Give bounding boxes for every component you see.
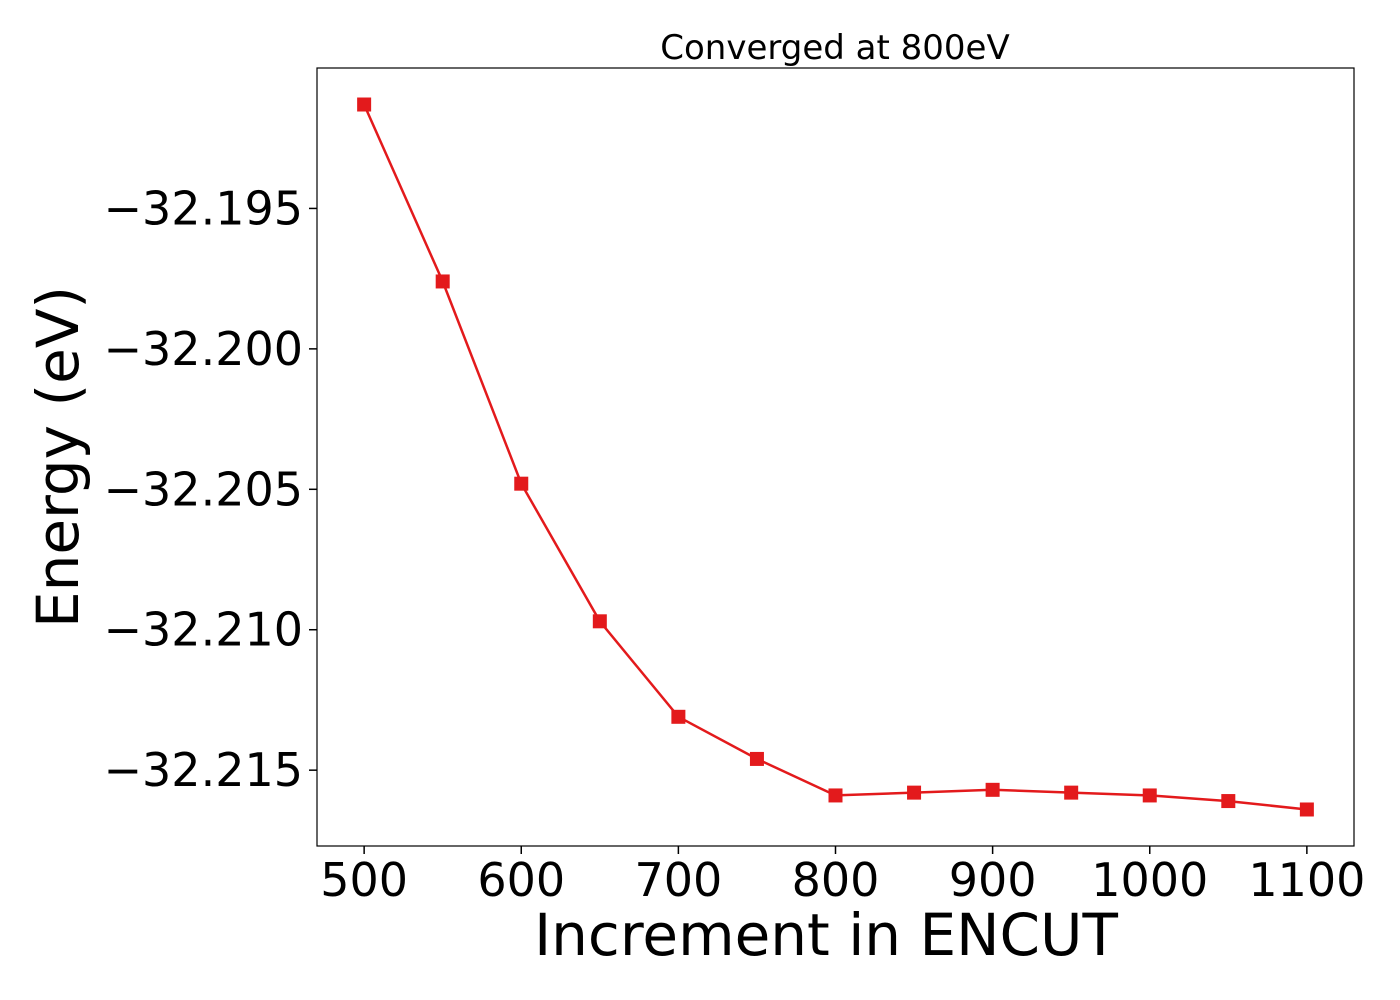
x-tick-label: 800 bbox=[792, 853, 880, 907]
chart-title: Converged at 800eV bbox=[660, 28, 1009, 68]
data-point-marker bbox=[1064, 785, 1079, 800]
data-point-marker bbox=[985, 782, 1000, 797]
series-line bbox=[362, 103, 1308, 811]
data-point-marker bbox=[671, 709, 686, 724]
x-tick-label: 1000 bbox=[1091, 853, 1208, 907]
data-point-marker bbox=[514, 476, 529, 491]
data-point-marker bbox=[828, 788, 843, 803]
y-tick-label: −32.195 bbox=[104, 181, 304, 235]
data-point-marker bbox=[1299, 802, 1314, 817]
x-tick-label: 500 bbox=[320, 853, 408, 907]
y-axis-label: Energy (eV) bbox=[24, 286, 92, 628]
x-tick-label: 700 bbox=[634, 853, 722, 907]
y-tick-label: −32.200 bbox=[104, 322, 304, 376]
x-tick-label: 600 bbox=[477, 853, 565, 907]
series-markers bbox=[357, 97, 1314, 817]
data-point-marker bbox=[435, 274, 450, 289]
y-tick-label: −32.215 bbox=[104, 743, 304, 797]
data-point-marker bbox=[1142, 788, 1157, 803]
data-point-marker bbox=[1221, 794, 1236, 809]
y-tick-label: −32.210 bbox=[104, 603, 304, 657]
data-point-marker bbox=[749, 751, 764, 766]
data-point-marker bbox=[907, 785, 922, 800]
y-tick-label: −32.205 bbox=[104, 462, 304, 516]
plot-area bbox=[316, 67, 1355, 847]
x-axis-label: Increment in ENCUT bbox=[534, 901, 1118, 969]
data-point-marker bbox=[592, 614, 607, 629]
data-point-marker bbox=[357, 97, 372, 112]
x-tick-label: 1100 bbox=[1248, 853, 1365, 907]
x-tick-label: 900 bbox=[949, 853, 1037, 907]
y-axis: −32.195 −32.200 −32.205 −32.210 −32.215 bbox=[104, 181, 317, 797]
x-axis: 500 600 700 800 900 1000 1100 bbox=[320, 846, 1365, 907]
